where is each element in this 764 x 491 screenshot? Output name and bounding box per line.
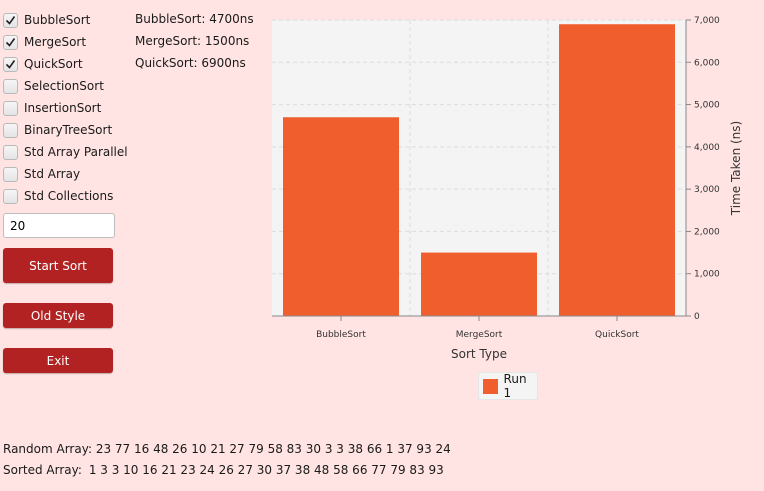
y-tick-label: 4,000 bbox=[694, 143, 720, 153]
checkbox-bubblesort[interactable]: BubbleSort bbox=[3, 9, 128, 31]
checkbox-label: InsertionSort bbox=[24, 101, 102, 115]
timing-mergesort: MergeSort: 1500ns bbox=[135, 34, 250, 48]
checkbox-box[interactable] bbox=[3, 56, 18, 72]
y-tick-label: 1,000 bbox=[694, 270, 720, 280]
y-tick-label: 0 bbox=[694, 312, 700, 322]
checkbox-label: Std Array bbox=[24, 167, 81, 181]
checkbox-label: Std Array Parallel bbox=[24, 145, 128, 159]
checkmark-icon bbox=[5, 15, 16, 25]
checkbox-box[interactable] bbox=[3, 100, 18, 116]
legend-swatch bbox=[483, 378, 498, 394]
sorted-array-row: Sorted Array: 1 3 3 10 16 21 23 24 26 27… bbox=[3, 462, 451, 483]
x-tick-label: QuickSort bbox=[595, 330, 639, 340]
timing-results: BubbleSort: 4700ns MergeSort: 1500ns Qui… bbox=[135, 10, 254, 76]
y-tick-label: 3,000 bbox=[694, 185, 720, 195]
checkbox-selectionsort[interactable]: SelectionSort bbox=[3, 75, 128, 97]
checkbox-box[interactable] bbox=[3, 166, 18, 182]
bars bbox=[283, 24, 675, 316]
checkbox-binarytreesort[interactable]: BinaryTreeSort bbox=[3, 119, 128, 141]
checkbox-label: MergeSort bbox=[24, 35, 87, 49]
checkbox-box[interactable] bbox=[3, 12, 18, 28]
sorted-array-values: 1 3 3 10 16 21 23 24 26 27 30 37 38 48 5… bbox=[88, 463, 444, 477]
y-axis-title: Time Taken (ns) bbox=[729, 121, 743, 216]
old-style-button[interactable]: Old Style bbox=[3, 303, 113, 328]
x-axis-title: Sort Type bbox=[451, 347, 507, 361]
legend-label-run-1: Run 1 bbox=[503, 372, 527, 400]
checkmark-icon bbox=[5, 37, 16, 47]
timing-quicksort: QuickSort: 6900ns bbox=[135, 56, 246, 70]
checkbox-label: BubbleSort bbox=[24, 13, 91, 27]
array-output: Random Array: 23 77 16 48 26 10 21 27 79… bbox=[3, 441, 451, 483]
checkbox-std-array-parallel[interactable]: Std Array Parallel bbox=[3, 141, 128, 163]
bar-quicksort bbox=[559, 24, 675, 316]
checkbox-box[interactable] bbox=[3, 34, 18, 50]
x-tick-label: BubbleSort bbox=[316, 330, 366, 340]
exit-button[interactable]: Exit bbox=[3, 348, 113, 373]
chart-legend: Run 1 bbox=[478, 372, 538, 400]
y-tick-label: 7,000 bbox=[694, 16, 720, 26]
bar-mergesort bbox=[421, 252, 537, 316]
checkbox-std-array[interactable]: Std Array bbox=[3, 163, 128, 185]
checkbox-box[interactable] bbox=[3, 78, 18, 94]
array-size-input[interactable] bbox=[3, 213, 115, 238]
algorithm-checkbox-list: BubbleSort MergeSort QuickSort Selection… bbox=[3, 9, 128, 207]
y-tick-label: 5,000 bbox=[694, 101, 720, 111]
checkbox-std-collections[interactable]: Std Collections bbox=[3, 185, 128, 207]
checkbox-box[interactable] bbox=[3, 122, 18, 138]
checkbox-box[interactable] bbox=[3, 144, 18, 160]
x-tick-label: MergeSort bbox=[456, 330, 503, 340]
timing-bubblesort: BubbleSort: 4700ns bbox=[135, 12, 254, 26]
checkbox-label: BinaryTreeSort bbox=[24, 123, 113, 137]
checkbox-box[interactable] bbox=[3, 188, 18, 204]
checkbox-quicksort[interactable]: QuickSort bbox=[3, 53, 128, 75]
checkbox-label: SelectionSort bbox=[24, 79, 104, 93]
sorted-array-label: Sorted Array: bbox=[3, 463, 82, 477]
bar-bubblesort bbox=[283, 117, 399, 316]
random-array-row: Random Array: 23 77 16 48 26 10 21 27 79… bbox=[3, 441, 451, 462]
y-tick-label: 6,000 bbox=[694, 58, 720, 68]
random-array-values: 23 77 16 48 26 10 21 27 79 58 83 30 3 3 … bbox=[95, 442, 451, 456]
checkbox-mergesort[interactable]: MergeSort bbox=[3, 31, 128, 53]
axes: 0 1,000 2,000 3,000 4,000 5,000 6,000 7,000 Bubb… bbox=[272, 16, 720, 340]
checkbox-label: Std Collections bbox=[24, 189, 114, 203]
y-tick-label: 2,000 bbox=[694, 227, 720, 237]
checkbox-insertionsort[interactable]: InsertionSort bbox=[3, 97, 128, 119]
checkmark-icon bbox=[5, 59, 16, 69]
checkbox-label: QuickSort bbox=[24, 57, 83, 71]
start-sort-button[interactable]: Start Sort bbox=[3, 248, 113, 283]
random-array-label: Random Array: bbox=[3, 442, 92, 456]
